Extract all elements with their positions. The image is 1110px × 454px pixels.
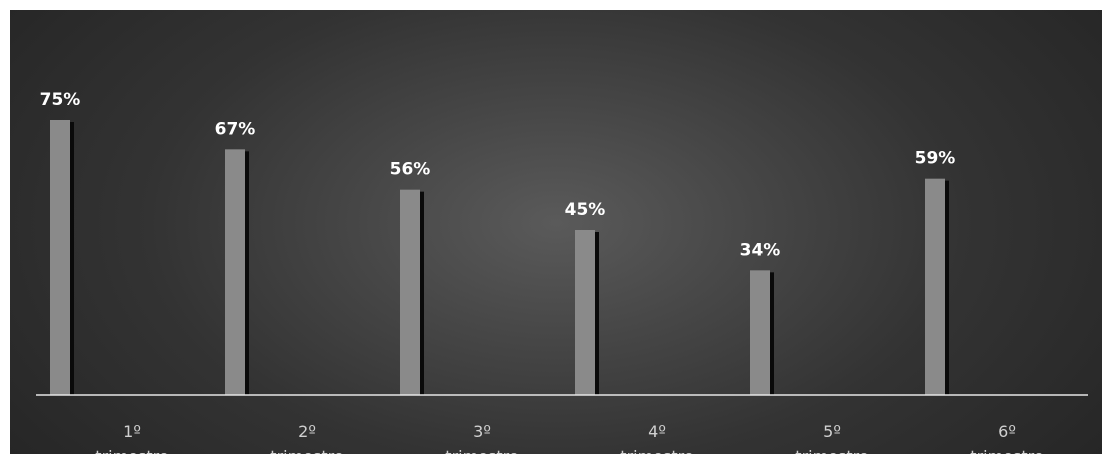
bar [575,230,595,395]
chart-area: 75% 1º trimestre 67% 2º trimestre 56% 3º trimest… [10,10,1102,454]
x-tick-label-line2: trimestre [445,447,518,454]
x-tick-label-line2: trimestre [620,447,693,454]
x-tick-label: 4º [648,422,666,441]
bar-shadow [420,191,424,395]
bar [925,178,945,395]
bar [750,270,770,395]
bar-shadow [595,232,599,395]
data-label: 67% [215,119,256,139]
x-tick-label: 5º [823,422,841,441]
x-tick-label-line2: trimestre [795,447,868,454]
bar [50,120,70,395]
bar-shadow [945,180,949,395]
bar-shadow [245,151,249,395]
bar [225,149,245,395]
x-tick-label-line2: trimestre [270,447,343,454]
x-tick-label-line2: trimestre [95,447,168,454]
data-label: 56% [390,160,431,180]
bar-chart: 75% 1º trimestre 67% 2º trimestre 56% 3º trimest… [36,90,1088,454]
data-label: 75% [40,90,81,110]
x-tick-label: 1º [123,422,141,441]
data-label: 45% [565,200,606,220]
bar [400,189,420,395]
data-label: 34% [740,240,781,260]
bar-shadow [770,272,774,395]
x-tick-label: 3º [473,422,491,441]
bar-shadow [70,122,74,395]
x-tick-label: 6º [998,422,1016,441]
data-label: 59% [915,149,956,169]
x-tick-label-line2: trimestre [970,447,1043,454]
x-tick-label: 2º [298,422,316,441]
